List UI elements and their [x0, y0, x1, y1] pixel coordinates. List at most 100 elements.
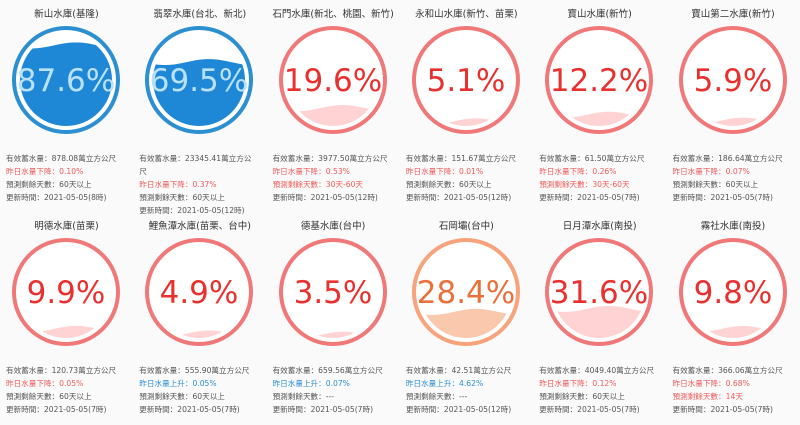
daily-change: 昨日水量下降：0.37%	[139, 180, 217, 189]
water-level-gauge: 5.1%	[408, 22, 524, 138]
update-time-line: 更新時間：2021-05-05(7時)	[6, 405, 107, 414]
predicted-days-line: 預測剩餘天數：60天以上	[405, 180, 492, 189]
update-time-line: 更新時間：2021-05-05(12時)	[405, 193, 512, 202]
reservoir-card: 明德水庫(苗栗) 9.9% 有效蓄水量：120.73萬立方公尺 昨日水量下降：0.05…	[0, 212, 133, 424]
water-level-gauge: 28.4%	[408, 234, 524, 350]
reservoir-info: 有效蓄水量：23345.41萬立方公尺昨日水量下降：0.37% 預測剩餘天數：60…	[139, 152, 265, 217]
update-time-line: 更新時間：2021-05-05(7時)	[272, 405, 374, 414]
gauge-ring	[411, 26, 520, 134]
reservoir-card: 鯉魚潭水庫(苗栗、台中) 4.9% 有效蓄水量：555.90萬立方公尺 昨日水量上升：…	[133, 212, 266, 424]
reservoir-info: 有效蓄水量：61.50萬立方公尺 昨日水量下降：0.26% 預測剩餘天數：30天-6…	[539, 152, 665, 204]
predicted-days-line: 預測剩餘天數：60天以上	[6, 180, 92, 189]
predicted-days-line: 預測剩餘天數：30天-60天	[539, 180, 630, 189]
gauge-ring	[545, 26, 654, 134]
gauge-ring	[278, 238, 387, 346]
update-time-line: 更新時間：2021-05-05(8時)	[6, 193, 107, 202]
reservoir-info: 有效蓄水量：555.90萬立方公尺 昨日水量上升：0.05% 預測剩餘天數：60天以…	[139, 364, 265, 416]
reservoir-name: 明德水庫(苗栗)	[34, 221, 99, 232]
percent-label: 3.5%	[293, 275, 372, 311]
capacity-line: 有效蓄水量：120.73萬立方公尺	[6, 366, 117, 375]
percent-label: 5.9%	[693, 63, 772, 99]
reservoir-card: 翡翠水庫(台北、新北) 69.5% 69.5% 有效蓄水量：23345.41萬立方公尺…	[133, 0, 266, 215]
predicted-days-line: 預測剩餘天數：---	[405, 392, 468, 401]
gauge-ring	[678, 26, 787, 134]
capacity-line: 有效蓄水量：878.08萬立方公尺	[6, 154, 117, 163]
water-level-gauge: 9.8%	[675, 234, 791, 350]
predicted-days-line: 預測剩餘天數：14天	[672, 392, 743, 401]
capacity-line: 有效蓄水量：555.90萬立方公尺	[139, 366, 250, 375]
capacity-line: 有效蓄水量：61.50萬立方公尺	[539, 154, 645, 163]
water-fill	[419, 308, 512, 338]
reservoir-name: 新山水庫(基隆)	[34, 9, 99, 20]
daily-change: 昨日水量下降：0.68%	[672, 379, 750, 388]
predicted-days-line: 預測剩餘天數：60天以上	[139, 193, 225, 202]
reservoir-info: 有效蓄水量：186.64萬立方公尺 昨日水量下降：0.07% 預測剩餘天數：60天以…	[673, 152, 799, 204]
reservoir-name: 永和山水庫(新竹、苗栗)	[415, 9, 518, 20]
reservoir-card: 寶山第二水庫(新竹) 5.9% 有效蓄水量：186.64萬立方公尺 昨日水量下降：0.…	[667, 0, 800, 212]
daily-change: 昨日水量下降：0.26%	[539, 167, 617, 176]
percent-label: 4.9%	[160, 275, 239, 311]
predicted-days-line: 預測剩餘天數：60天以上	[139, 392, 225, 401]
gauge-ring	[12, 238, 120, 346]
percent-label-overlay: 87.6%	[17, 63, 115, 99]
percent-label: 9.8%	[693, 275, 772, 311]
capacity-line: 有效蓄水量：186.64萬立方公尺	[672, 154, 783, 163]
predicted-days-line: 預測剩餘天數：60天以上	[539, 392, 625, 401]
percent-label: 12.2%	[550, 63, 648, 99]
reservoir-card: 石門水庫(新北、桃園、新竹) 19.6% 有效蓄水量：3977.50萬立方公尺 昨日水…	[267, 0, 400, 212]
update-time-line: 更新時間：2021-05-05(7時)	[539, 405, 640, 414]
reservoir-info: 有效蓄水量：878.08萬立方公尺 昨日水量下降：0.10% 預測剩餘天數：60天以…	[6, 152, 132, 204]
reservoir-card: 日月潭水庫(南投) 31.6% 有效蓄水量：4049.40萬立方公尺 昨日水量下降：0…	[533, 212, 666, 424]
reservoir-name: 石岡壩(台中)	[438, 221, 494, 232]
percent-label: 5.1%	[427, 63, 506, 99]
reservoir-info: 有效蓄水量：4049.40萬立方公尺 昨日水量下降：0.12% 預測剩餘天數：60天…	[539, 364, 665, 416]
daily-change: 昨日水量下降：0.07%	[672, 167, 750, 176]
water-level-gauge: 31.6%	[541, 234, 657, 350]
daily-change: 昨日水量下降：0.53%	[272, 167, 350, 176]
update-time-line: 更新時間：2021-05-05(12時)	[272, 193, 378, 202]
percent-label: 69.5%	[150, 63, 248, 99]
percent-label: 31.6%	[550, 275, 648, 311]
capacity-line: 有效蓄水量：3977.50萬立方公尺	[272, 154, 388, 163]
reservoir-card: 霧社水庫(南投) 9.8% 有效蓄水量：366.06萬立方公尺 昨日水量下降：0.68…	[667, 212, 800, 424]
water-fill	[286, 105, 379, 126]
daily-change: 昨日水量下降：0.05%	[6, 379, 84, 388]
water-level-gauge: 9.9%	[8, 234, 124, 350]
reservoir-card: 德基水庫(台中) 3.5% 有效蓄水量：659.56萬立方公尺 昨日水量上升：0.07…	[267, 212, 400, 424]
reservoir-info: 有效蓄水量：151.67萬立方公尺 昨日水量下降：0.01% 預測剩餘天數：60天以…	[406, 152, 532, 204]
reservoir-info: 有效蓄水量：366.06萬立方公尺 昨日水量下降：0.68% 預測剩餘天數：14天更…	[673, 364, 799, 416]
water-level-gauge: 87.6% 87.6%	[8, 22, 124, 138]
update-time-line: 更新時間：2021-05-05(7時)	[672, 405, 773, 414]
percent-label: 19.6%	[283, 63, 381, 99]
gauge-ring	[678, 238, 787, 346]
reservoir-name: 鯉魚潭水庫(苗栗、台中)	[148, 221, 251, 232]
gauge-ring	[145, 238, 254, 346]
capacity-line: 有效蓄水量：23345.41萬立方公	[139, 154, 252, 163]
water-fill	[20, 42, 112, 126]
update-time-line: 更新時間：2021-05-05(12時)	[405, 405, 512, 414]
predicted-days-line: 預測剩餘天數：30天-60天	[272, 180, 364, 189]
reservoir-name: 寶山第二水庫(新竹)	[691, 9, 775, 20]
reservoir-card: 新山水庫(基隆) 87.6% 87.6% 有效蓄水量：878.08萬立方公尺 昨日水量下…	[0, 0, 133, 212]
update-time-line: 更新時間：2021-05-05(12時)	[139, 206, 245, 215]
capacity-line: 有效蓄水量：4049.40萬立方公尺	[539, 366, 655, 375]
percent-label: 28.4%	[417, 275, 515, 311]
capacity-line: 有效蓄水量：366.06萬立方公尺	[672, 366, 783, 375]
capacity-line-wrap: 尺	[139, 167, 147, 176]
daily-change: 昨日水量上升：0.07%	[272, 379, 350, 388]
reservoir-name: 德基水庫(台中)	[300, 221, 366, 232]
reservoir-info: 有效蓄水量：3977.50萬立方公尺 昨日水量下降：0.53% 預測剩餘天數：30天…	[273, 152, 399, 204]
water-level-gauge: 19.6%	[275, 22, 391, 138]
reservoir-name: 日月潭水庫(南投)	[562, 221, 637, 232]
reservoir-info: 有效蓄水量：659.56萬立方公尺 昨日水量上升：0.07% 預測剩餘天數：--- 更…	[273, 364, 399, 416]
reservoir-info: 有效蓄水量：42.51萬立方公尺 昨日水量上升：4.62% 預測剩餘天數：--- 更新…	[406, 364, 532, 416]
daily-change: 昨日水量下降：0.12%	[539, 379, 617, 388]
update-time-line: 更新時間：2021-05-05(7時)	[139, 405, 240, 414]
daily-change: 昨日水量上升：4.62%	[405, 379, 484, 388]
water-level-gauge: 3.5%	[275, 234, 391, 350]
reservoir-info: 有效蓄水量：120.73萬立方公尺 昨日水量下降：0.05% 預測剩餘天數：60天以…	[6, 364, 132, 416]
daily-change: 昨日水量下降：0.10%	[6, 167, 84, 176]
predicted-days-line: 預測剩餘天數：60天以上	[6, 392, 92, 401]
capacity-line: 有效蓄水量：42.51萬立方公尺	[405, 366, 512, 375]
